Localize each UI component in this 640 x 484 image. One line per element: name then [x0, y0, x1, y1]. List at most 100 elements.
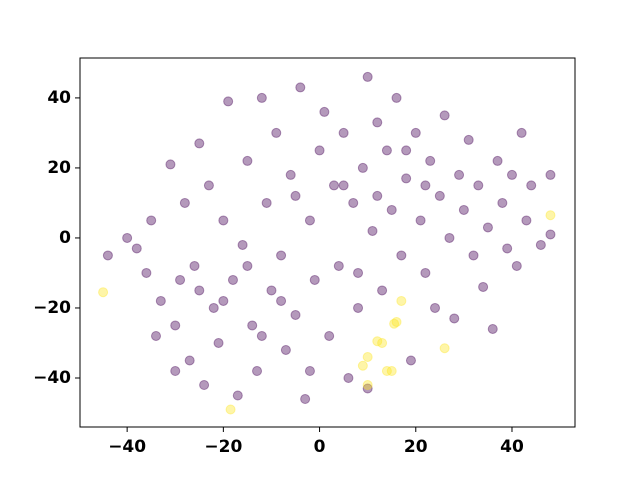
point	[545, 210, 556, 221]
point	[372, 190, 383, 201]
point	[357, 360, 368, 371]
point	[487, 323, 498, 334]
point	[516, 127, 527, 138]
point	[232, 390, 243, 401]
point	[276, 295, 287, 306]
point	[227, 274, 238, 285]
point	[348, 197, 359, 208]
point	[300, 393, 311, 404]
point	[146, 215, 157, 226]
point	[290, 309, 301, 320]
point	[218, 295, 229, 306]
point	[102, 250, 113, 261]
point	[468, 250, 479, 261]
point	[242, 155, 253, 166]
point	[439, 343, 450, 354]
x-tick-label: 40	[500, 437, 524, 457]
point	[328, 180, 339, 191]
point	[381, 145, 392, 156]
point	[237, 239, 248, 250]
point	[304, 215, 315, 226]
point	[367, 225, 378, 236]
point	[295, 82, 306, 93]
point	[444, 232, 455, 243]
point	[372, 117, 383, 128]
point	[396, 295, 407, 306]
point	[151, 330, 162, 341]
point	[439, 110, 450, 121]
point	[266, 285, 277, 296]
point	[203, 180, 214, 191]
point	[194, 138, 205, 149]
x-tick-label: −40	[108, 437, 146, 457]
point	[377, 337, 388, 348]
y-tick-label: 0	[59, 228, 71, 248]
point	[353, 267, 364, 278]
point	[271, 127, 282, 138]
point	[304, 365, 315, 376]
point	[324, 330, 335, 341]
point	[362, 383, 373, 394]
point	[314, 145, 325, 156]
x-tick-label: −20	[204, 437, 242, 457]
point	[261, 197, 272, 208]
point	[372, 336, 383, 347]
point	[420, 267, 431, 278]
point	[343, 372, 354, 383]
point	[454, 169, 465, 180]
point	[478, 281, 489, 292]
point	[463, 134, 474, 145]
point	[535, 239, 546, 250]
point	[223, 96, 234, 107]
point	[410, 127, 421, 138]
plot-frame	[79, 57, 576, 428]
point	[280, 344, 291, 355]
point	[194, 285, 205, 296]
point	[225, 404, 236, 415]
point	[434, 190, 445, 201]
point	[396, 250, 407, 261]
point	[545, 229, 556, 240]
y-tick-label: 20	[47, 158, 71, 178]
point	[175, 274, 186, 285]
point	[362, 379, 373, 390]
point	[401, 173, 412, 184]
point	[401, 145, 412, 156]
point	[497, 197, 508, 208]
point	[492, 155, 503, 166]
point	[353, 302, 364, 313]
point	[338, 180, 349, 191]
point	[362, 71, 373, 82]
point	[405, 355, 416, 366]
point	[381, 365, 392, 376]
point	[242, 260, 253, 271]
point	[179, 197, 190, 208]
point	[247, 320, 258, 331]
y-tick-label: 40	[47, 88, 71, 108]
point	[165, 159, 176, 170]
point	[276, 250, 287, 261]
point	[319, 106, 330, 117]
point	[449, 313, 460, 324]
point	[309, 274, 320, 285]
point	[256, 92, 267, 103]
point	[362, 351, 373, 362]
point	[526, 180, 537, 191]
point	[208, 302, 219, 313]
point	[184, 355, 195, 366]
point	[502, 243, 513, 254]
point	[189, 260, 200, 271]
point	[506, 169, 517, 180]
point	[338, 127, 349, 138]
point	[333, 260, 344, 271]
point	[521, 215, 532, 226]
point	[122, 232, 133, 243]
point	[98, 287, 109, 298]
point	[141, 267, 152, 278]
y-tick-label: −20	[33, 298, 71, 318]
point	[131, 243, 142, 254]
x-tick-label: 20	[404, 437, 428, 457]
x-tick-label: 0	[314, 437, 326, 457]
point	[391, 92, 402, 103]
